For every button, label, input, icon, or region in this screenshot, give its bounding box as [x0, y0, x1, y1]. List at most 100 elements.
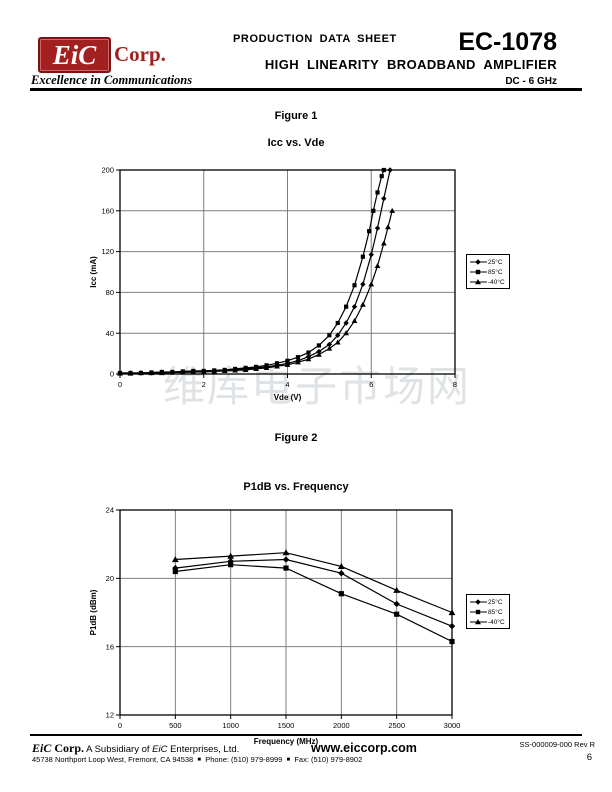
square-marker-icon	[375, 190, 380, 195]
legend-square-icon	[470, 609, 487, 615]
series-0-markers	[172, 556, 456, 630]
figure2-chart: 0 500 1000 1500 2000 2500 3000 12 16 20 24 Frequenc…	[89, 506, 461, 746]
legend-label: -40°C	[488, 618, 505, 626]
triangle-marker-icon	[284, 361, 291, 367]
legend-square-icon	[470, 269, 487, 275]
series-0-line	[120, 169, 391, 374]
diamond-marker-icon	[282, 556, 290, 563]
square-marker-icon	[367, 229, 372, 234]
y-tick-label: 12	[106, 711, 114, 720]
legend-entry: -40°C	[470, 278, 505, 286]
diamond-marker-icon	[338, 570, 345, 577]
triangle-marker-icon	[117, 370, 123, 376]
diamond-marker-icon	[360, 281, 366, 287]
diamond-marker-icon	[374, 225, 381, 231]
square-marker-icon	[394, 611, 400, 617]
figure1-legend: 25°C 85°C -40°C	[466, 254, 510, 289]
bullet-icon: ■	[286, 757, 291, 763]
eic-logo-text: EiC	[52, 39, 97, 70]
eic-logo: EiC	[38, 37, 111, 73]
footer-rule	[30, 734, 582, 736]
diamond-marker-icon	[381, 195, 387, 202]
y-axis-label: P1dB (dBm)	[89, 589, 98, 635]
x-tick-label: 3000	[444, 721, 461, 730]
square-marker-icon	[274, 361, 280, 366]
square-marker-icon	[475, 609, 481, 615]
diamond-marker-icon	[393, 600, 400, 608]
footer-fax: Fax: (510) 979-8902	[294, 755, 363, 764]
footer-subsidiary-eic: EiC	[152, 744, 168, 755]
y-tick-label: 0	[110, 370, 114, 379]
legend-diamond-icon	[470, 259, 487, 265]
triangle-marker-icon	[337, 562, 345, 569]
square-marker-icon	[379, 174, 384, 179]
diamond-marker-icon	[387, 167, 393, 173]
legend-label: 85°C	[488, 268, 503, 276]
triangle-marker-icon	[385, 224, 391, 230]
legend-triangle-icon	[470, 619, 487, 625]
footer-phone: Phone: (510) 979-8999	[205, 755, 283, 764]
footer-address: 45738 Northport Loop West, Fremont, CA 9…	[32, 755, 194, 764]
triangle-marker-icon	[253, 366, 259, 371]
square-marker-icon	[327, 333, 332, 338]
footer-company-line: EiC Corp. A Subsidiary of EiC Enterprise…	[32, 741, 239, 756]
diamond-marker-icon	[343, 320, 349, 326]
y-tick-label: 16	[106, 642, 114, 651]
triangle-marker-icon	[242, 367, 249, 373]
triangle-marker-icon	[295, 359, 301, 365]
header-rule	[30, 88, 582, 91]
square-marker-icon	[316, 343, 322, 348]
square-marker-icon	[352, 283, 357, 288]
triangle-marker-icon	[305, 356, 312, 362]
figure1-chart-title: Icc vs. Vde	[267, 137, 325, 149]
square-marker-icon	[475, 269, 481, 275]
triangle-marker-icon	[232, 367, 239, 373]
square-marker-icon	[371, 208, 376, 213]
y-tick-label: 20	[106, 574, 114, 583]
diamond-marker-icon	[326, 341, 333, 348]
footer-website: www.eiccorp.com	[311, 741, 417, 755]
diamond-marker-icon	[351, 303, 358, 310]
x-tick-label: 1500	[278, 721, 295, 730]
legend-label: -40°C	[488, 278, 505, 286]
square-marker-icon	[449, 638, 455, 645]
y-tick-label: 40	[106, 329, 114, 338]
series-1-line	[120, 169, 385, 374]
triangle-marker-icon	[282, 549, 290, 556]
y-tick-label: 80	[106, 288, 114, 297]
y-tick-label: 160	[101, 206, 114, 215]
figure2-label: Figure 2	[274, 432, 318, 444]
triangle-marker-icon	[171, 556, 179, 563]
square-marker-icon	[360, 254, 365, 259]
legend-entry: -40°C	[470, 618, 505, 626]
legend-diamond-icon	[470, 599, 487, 605]
square-marker-icon	[285, 358, 290, 363]
triangle-marker-icon	[475, 279, 481, 285]
footer-brand: EiC Corp.	[32, 741, 84, 755]
triangle-marker-icon	[227, 552, 235, 559]
x-axis-label: Frequency (MHz)	[254, 737, 319, 746]
legend-entry: 25°C	[470, 598, 505, 606]
square-marker-icon	[344, 304, 349, 309]
triangle-marker-icon	[374, 262, 381, 268]
triangle-marker-icon	[263, 364, 270, 370]
triangle-marker-icon	[211, 368, 218, 374]
x-tick-label: 2000	[333, 721, 350, 730]
square-marker-icon	[335, 320, 340, 326]
triangle-marker-icon	[221, 368, 228, 374]
triangle-marker-icon	[274, 363, 280, 369]
square-marker-icon	[172, 568, 178, 575]
legend-label: 25°C	[488, 598, 503, 606]
footer-brand-corp: Corp.	[51, 741, 85, 755]
triangle-marker-icon	[179, 369, 186, 375]
triangle-marker-icon	[148, 370, 155, 376]
doc-type-heading: PRODUCTION DATA SHEET	[233, 33, 397, 45]
y-tick-label: 120	[101, 247, 114, 256]
triangle-marker-icon	[389, 207, 396, 213]
x-tick-label: 2	[202, 380, 206, 389]
x-tick-label: 0	[118, 721, 122, 730]
figure2-chart-title: P1dB vs. Frequency	[243, 481, 349, 493]
y-axis-label: Icc (mA)	[89, 256, 98, 288]
legend-label: 85°C	[488, 608, 503, 616]
